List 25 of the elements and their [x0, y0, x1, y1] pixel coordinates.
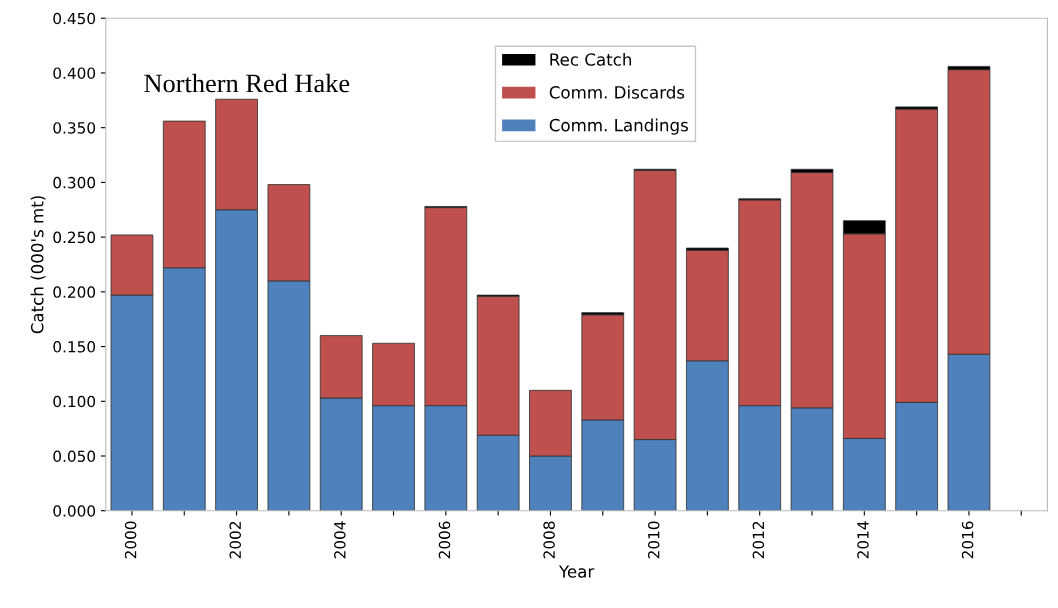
- legend-label: Rec Catch: [550, 52, 632, 66]
- x-tick-label: 2014: [857, 521, 869, 559]
- legend-label: Comm. Landings: [549, 118, 688, 135]
- x-tick-label: 2012: [752, 521, 765, 559]
- y-tick-label: 0.000: [53, 505, 96, 517]
- y-tick-label: 0.350: [53, 122, 96, 134]
- x-axis-title: Year: [558, 565, 595, 578]
- x-tick-label: 2000: [124, 521, 137, 559]
- y-tick-label: 0.100: [53, 395, 96, 408]
- x-tick-label: 2016: [961, 521, 974, 559]
- y-axis-title: Catch (000's mt): [30, 196, 46, 334]
- y-tick-label: 0.150: [53, 341, 96, 353]
- y-tick-label: 0.200: [53, 286, 96, 298]
- x-tick-label: 2002: [229, 521, 242, 559]
- x-tick-label: 2008: [543, 521, 555, 559]
- y-tick-label: 0.050: [53, 450, 96, 463]
- y-tick-label: 0.300: [53, 176, 96, 189]
- x-tick-label: 2010: [647, 521, 660, 559]
- x-tick-label: 2004: [334, 521, 346, 559]
- x-tick-label: 2006: [438, 521, 451, 559]
- legend-label: Comm. Discards: [549, 85, 685, 99]
- y-tick-label: 0.250: [53, 231, 96, 244]
- y-tick-label: 0.400: [53, 67, 96, 79]
- y-tick-label: 0.450: [53, 12, 96, 25]
- text: Northern Red Hake: [144, 73, 350, 93]
